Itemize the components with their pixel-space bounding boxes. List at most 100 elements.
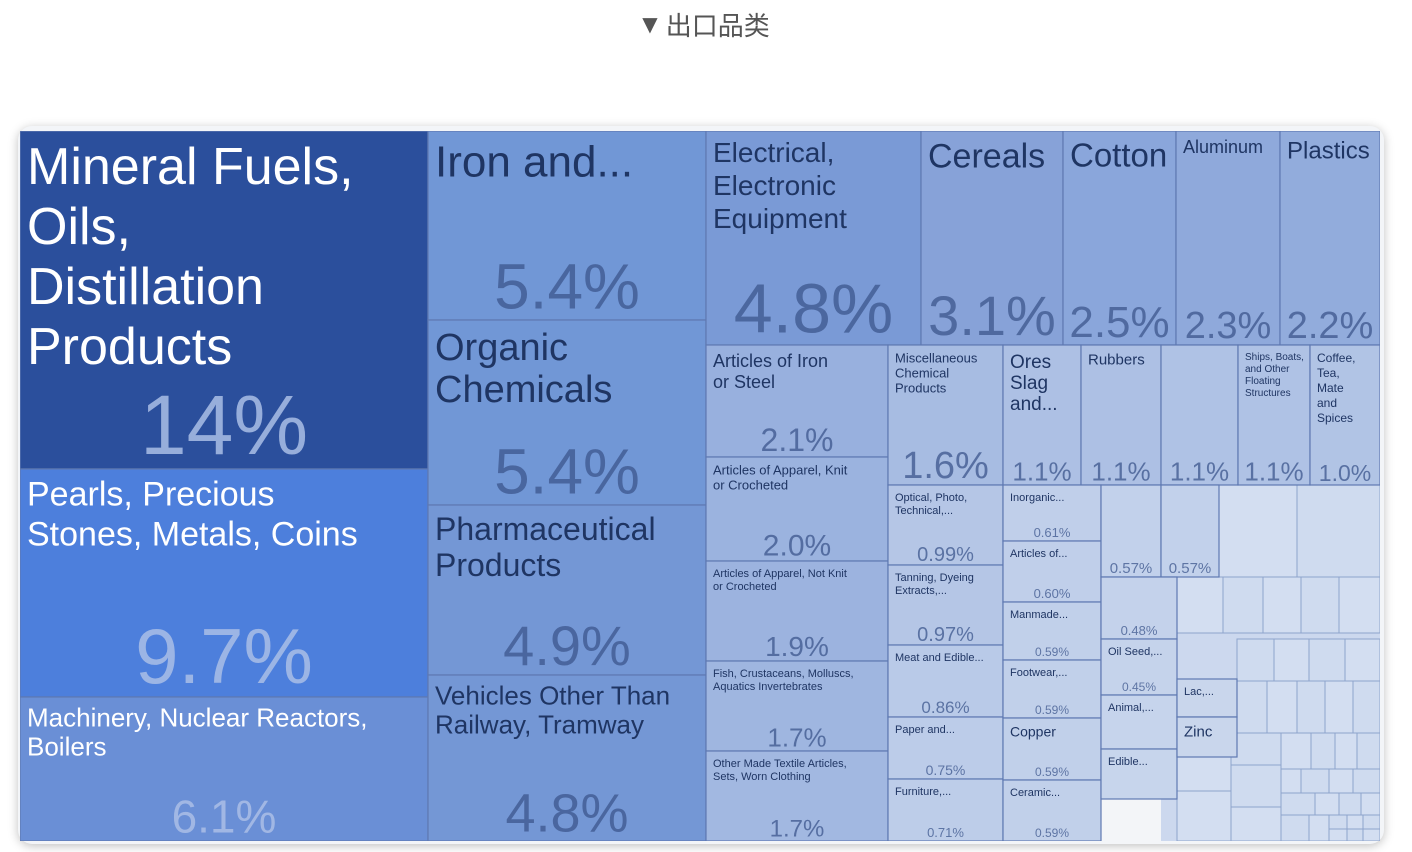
treemap-cell-rect[interactable] xyxy=(887,484,1004,566)
treemap-cell-rect[interactable] xyxy=(1080,344,1162,486)
treemap-cell[interactable]: Electrical, Electronic Equipment 4.8% xyxy=(705,131,922,347)
treemap-cell[interactable]: Meat and Edible... 0.86% xyxy=(887,644,1004,718)
treemap-small-tile[interactable] xyxy=(1176,756,1232,792)
treemap-cell-rect[interactable] xyxy=(1002,344,1082,486)
treemap-small-tile[interactable] xyxy=(1334,732,1358,770)
treemap-cell-rect[interactable] xyxy=(887,564,1004,646)
treemap-small-tile[interactable] xyxy=(1176,790,1232,841)
treemap-small-tile[interactable] xyxy=(1280,732,1312,770)
treemap-cell[interactable]: Pharmaceutical Products 4.9% xyxy=(427,504,707,677)
treemap-cell-rect[interactable] xyxy=(1309,344,1380,486)
treemap-small-tile[interactable] xyxy=(1352,768,1380,794)
treemap-small-tile[interactable] xyxy=(1222,576,1264,634)
treemap-cell[interactable]: Articles of Apparel, Not Knit or Crochete… xyxy=(705,560,889,662)
treemap-cell-rect[interactable] xyxy=(887,344,1004,486)
treemap-small-tile[interactable] xyxy=(1296,484,1380,578)
treemap-small-tile[interactable] xyxy=(1338,792,1362,816)
treemap-cell[interactable]: Cereals 3.1% xyxy=(920,131,1064,347)
treemap-cell[interactable]: Lac,... xyxy=(1176,678,1238,718)
treemap-small-tile[interactable] xyxy=(1356,732,1380,770)
treemap-cell-rect[interactable] xyxy=(20,131,429,470)
treemap-cell-rect[interactable] xyxy=(1100,484,1162,578)
treemap-small-tile[interactable] xyxy=(1236,680,1268,734)
treemap-cell-rect[interactable] xyxy=(1175,131,1281,346)
treemap-small-tile[interactable] xyxy=(1266,680,1298,734)
treemap-small-tile[interactable] xyxy=(1308,638,1346,682)
treemap-cell-rect[interactable] xyxy=(705,456,889,562)
treemap-cell[interactable]: Plastics 2.2% xyxy=(1279,131,1380,347)
treemap-cell[interactable]: Mineral Fuels, Oils, Distillation Products1… xyxy=(20,131,429,472)
treemap-cell-rect[interactable] xyxy=(705,560,889,662)
treemap-cell-rect[interactable] xyxy=(20,696,429,841)
treemap-cell-rect[interactable] xyxy=(705,750,889,841)
treemap-cell-rect[interactable] xyxy=(705,344,889,458)
treemap-cell-rect[interactable] xyxy=(1176,678,1238,718)
treemap-cell[interactable]: Ceramic... 0.59% xyxy=(1002,779,1102,841)
treemap-small-tile[interactable] xyxy=(1280,768,1302,794)
treemap-cell[interactable]: Animal,... xyxy=(1100,694,1178,750)
treemap-cell-rect[interactable] xyxy=(887,778,1004,841)
treemap-cell[interactable]: Cotton 2.5% xyxy=(1062,131,1177,347)
treemap-cell-rect[interactable] xyxy=(887,716,1004,780)
treemap-cell-rect[interactable] xyxy=(1002,659,1102,719)
treemap-small-tile[interactable] xyxy=(1176,576,1224,634)
treemap-cell-rect[interactable] xyxy=(1279,131,1380,346)
treemap-small-tile[interactable] xyxy=(1346,814,1364,830)
treemap-small-tile[interactable] xyxy=(1328,828,1348,841)
treemap-cell[interactable]: Optical, Photo, Technical,... 0.99% xyxy=(887,484,1004,566)
treemap-small-tile[interactable] xyxy=(1218,484,1298,578)
treemap-cell[interactable]: Zinc xyxy=(1176,716,1238,758)
treemap-small-tile[interactable] xyxy=(1328,768,1354,794)
treemap-cell[interactable]: Ores Slag and... 1.1% xyxy=(1002,344,1082,486)
treemap-cell-rect[interactable] xyxy=(1100,694,1178,750)
treemap-small-tile[interactable] xyxy=(1338,576,1380,634)
treemap-cell-rect[interactable] xyxy=(1176,716,1238,758)
treemap-cell-rect[interactable] xyxy=(887,644,1004,718)
treemap-cell[interactable]: Tanning, Dyeing Extracts,... 0.97% xyxy=(887,564,1004,646)
treemap-cell[interactable]: Articles of Apparel, Knit or Crocheted 2.0… xyxy=(705,456,889,563)
treemap-small-tile[interactable] xyxy=(1230,764,1282,808)
treemap-cell[interactable]: Fish, Crustaceans, Molluscs, Aquatics Inv… xyxy=(705,660,889,752)
treemap-cell-rect[interactable] xyxy=(427,319,707,506)
treemap-cell[interactable]: Footwear,... 0.59% xyxy=(1002,659,1102,719)
treemap-small-tile[interactable] xyxy=(1262,576,1302,634)
treemap-cell[interactable]: Copper 0.59% xyxy=(1002,717,1102,781)
treemap-small-tile[interactable] xyxy=(1324,680,1354,734)
treemap-cell-rect[interactable] xyxy=(20,468,429,698)
treemap-cell[interactable]: Iron and... 5.4% xyxy=(427,131,707,322)
treemap-small-tile[interactable] xyxy=(1362,814,1380,830)
treemap-cell[interactable]: Manmade... 0.59% xyxy=(1002,601,1102,661)
treemap-cell-rect[interactable] xyxy=(1002,717,1102,781)
treemap-small-tile[interactable] xyxy=(1308,814,1330,841)
treemap-cell-rect[interactable] xyxy=(1100,576,1178,640)
treemap-small-tile[interactable] xyxy=(1346,828,1364,841)
treemap-cell[interactable]: 0.48% xyxy=(1100,576,1178,640)
treemap-small-tile[interactable] xyxy=(1273,638,1310,682)
treemap-cell-rect[interactable] xyxy=(1062,131,1177,346)
treemap-small-tile[interactable] xyxy=(1280,792,1316,816)
treemap-cell[interactable]: Edible... xyxy=(1100,748,1178,800)
treemap-cell[interactable]: 0.57% xyxy=(1160,484,1220,578)
treemap-cell-rect[interactable] xyxy=(1002,540,1102,603)
treemap-small-tile[interactable] xyxy=(1328,814,1348,830)
treemap-cell[interactable]: Coffee, Tea, Mate and Spices 1.0% xyxy=(1309,344,1380,486)
treemap-cell[interactable]: Paper and... 0.75% xyxy=(887,716,1004,780)
treemap-cell[interactable]: Machinery, Nuclear Reactors, Boilers 6.1% xyxy=(20,696,429,841)
treemap-cell[interactable]: Ships, Boats, and Other Floating Structures… xyxy=(1237,344,1311,486)
treemap-cell[interactable]: Pearls, Precious Stones, Metals, Coins 9.7… xyxy=(20,468,429,700)
treemap-cell[interactable]: Articles of... 0.60% xyxy=(1002,540,1102,603)
treemap-cell[interactable]: Furniture,... 0.71% xyxy=(887,778,1004,841)
treemap-cell[interactable]: Oil Seed,... 0.45% xyxy=(1100,638,1178,696)
treemap-cell-rect[interactable] xyxy=(1160,344,1239,486)
treemap-small-tile[interactable] xyxy=(1344,638,1380,682)
treemap-cell-rect[interactable] xyxy=(705,660,889,752)
treemap-cell-rect[interactable] xyxy=(1100,748,1178,800)
treemap-cell-rect[interactable] xyxy=(920,131,1064,346)
treemap-cell-rect[interactable] xyxy=(1100,638,1178,696)
treemap-small-tile[interactable] xyxy=(1300,768,1330,794)
treemap-small-tile[interactable] xyxy=(1300,576,1340,634)
treemap-cell-rect[interactable] xyxy=(427,504,707,676)
treemap-cell-rect[interactable] xyxy=(705,131,922,346)
treemap-cell-rect[interactable] xyxy=(427,674,707,841)
treemap-small-tile[interactable] xyxy=(1310,732,1336,770)
